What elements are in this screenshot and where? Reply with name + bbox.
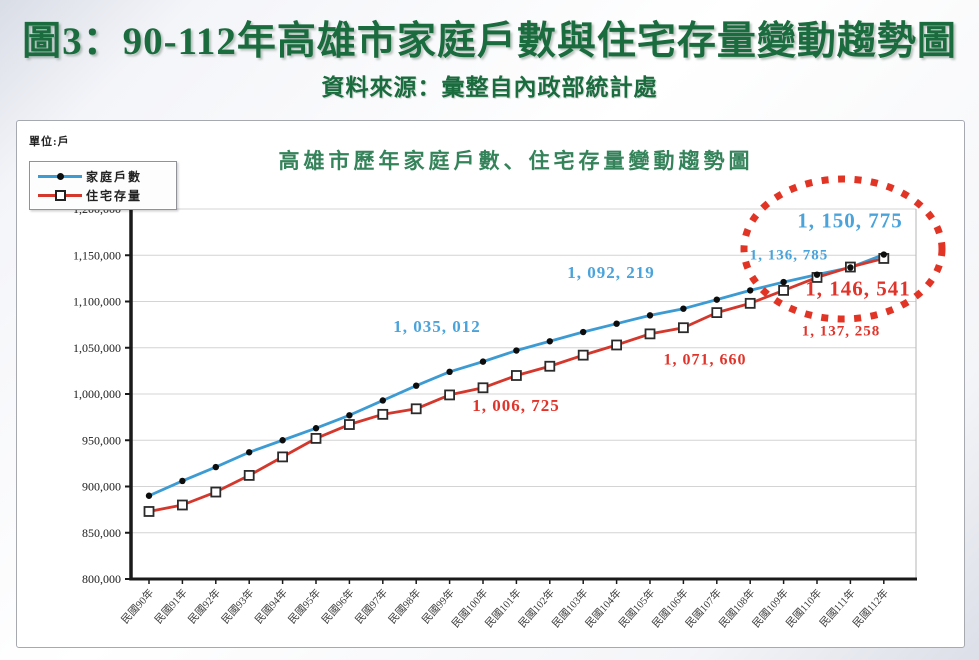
legend-label-housing: 住宅存量 <box>86 189 143 203</box>
unit-label: 單位:戶 <box>29 136 70 148</box>
data-label: 1, 071, 660 <box>664 352 747 369</box>
housing-marker <box>477 382 489 394</box>
page-title: 圖3：90-112年高雄市家庭戶數與住宅存量變動趨勢圖 <box>22 20 957 63</box>
x-axis-label: 民國94年 <box>252 586 290 626</box>
x-axis-label: 民國99年 <box>419 586 457 626</box>
households-marker <box>145 492 153 499</box>
households-marker <box>212 463 219 471</box>
housing-marker <box>277 451 289 463</box>
households-marker <box>613 320 620 327</box>
households-marker <box>346 412 353 419</box>
housing-marker <box>778 284 789 296</box>
households-marker <box>479 358 487 365</box>
households-marker <box>513 347 520 354</box>
y-axis-label: 850,000 <box>82 526 121 540</box>
housing-marker <box>444 389 456 401</box>
housing-marker <box>711 307 723 319</box>
page-subtitle: 資料來源：彙整自內政部統計處 <box>321 75 658 100</box>
x-axis-label: 民國95年 <box>285 586 323 626</box>
x-axis-label: 民國93年 <box>219 586 257 626</box>
data-label: 1, 150, 775 <box>797 208 903 232</box>
chart-panel: 800,000 850,000 900,000 950,000 1,000,000 1,0… <box>16 120 965 648</box>
x-axis-label: 民國92年 <box>185 586 223 626</box>
y-axis-label: 1,000,000 <box>73 387 121 401</box>
data-label: 1, 137, 258 <box>802 323 881 339</box>
households-marker <box>747 287 754 294</box>
data-label: 1, 146, 541 <box>805 276 911 300</box>
housing-marker <box>310 432 322 444</box>
housing-marker <box>611 339 622 351</box>
households-marker <box>847 264 854 271</box>
data-label: 1, 035, 012 <box>393 317 481 336</box>
households-marker <box>813 271 821 278</box>
housing-marker <box>143 506 155 517</box>
y-axis-label: 1,050,000 <box>73 341 121 355</box>
x-axis-label: 民國112年 <box>850 586 891 630</box>
legend-item-households: 家庭戶數 <box>36 167 170 186</box>
housing-marker <box>678 322 689 334</box>
y-axis-label: 800,000 <box>82 572 121 586</box>
housing-line-sample-icon <box>36 189 86 202</box>
housing-marker <box>744 297 756 309</box>
x-axis-label: 民國96年 <box>319 586 357 626</box>
housing-marker <box>210 486 222 498</box>
y-axis-label: 1,150,000 <box>73 248 121 262</box>
y-axis-label: 1,100,000 <box>73 295 121 309</box>
housing-marker <box>577 349 589 361</box>
x-axis-label: 民國98年 <box>386 586 424 626</box>
legend-item-housing: 住宅存量 <box>36 186 170 205</box>
households-marker <box>379 397 386 404</box>
data-label: 1, 092, 219 <box>567 263 655 282</box>
housing-marker <box>644 328 656 340</box>
series-line-housing <box>148 257 885 513</box>
households-marker <box>179 477 186 485</box>
x-axis-label: 民國97年 <box>352 586 390 626</box>
legend-label-households: 家庭戶數 <box>86 170 143 184</box>
households-marker <box>580 328 587 336</box>
housing-marker <box>243 469 255 481</box>
households-marker <box>646 312 654 319</box>
housing-marker <box>410 403 422 415</box>
data-label: 1, 006, 725 <box>472 396 560 415</box>
y-axis-label: 900,000 <box>82 480 121 494</box>
highlight-ellipse <box>740 175 946 323</box>
x-axis-label: 民國110年 <box>783 586 824 630</box>
housing-marker <box>343 419 355 430</box>
y-axis-label: 950,000 <box>82 433 121 447</box>
housing-marker <box>544 360 556 372</box>
x-axis-label: 民國90年 <box>118 586 156 626</box>
households-marker <box>246 449 253 456</box>
households-marker <box>546 338 553 345</box>
x-axis-label: 民國91年 <box>152 586 190 626</box>
households-marker <box>780 278 787 286</box>
trend-chart: 800,000 850,000 900,000 950,000 1,000,000 1,0… <box>73 175 946 630</box>
chart-title: 高雄市歷年家庭戶數、住宅存量變動趨勢圖 <box>278 149 754 173</box>
households-marker <box>880 251 887 258</box>
households-line-sample-icon <box>36 170 86 183</box>
households-marker <box>446 368 453 375</box>
households-marker <box>279 437 286 444</box>
households-marker <box>312 425 320 432</box>
households-marker <box>713 296 720 303</box>
data-label: 1, 136, 785 <box>750 247 829 263</box>
households-marker <box>680 305 687 312</box>
households-marker <box>413 382 420 389</box>
housing-marker <box>377 408 389 420</box>
housing-marker <box>510 370 522 381</box>
housing-marker <box>176 499 188 511</box>
legend: 家庭戶數 住宅存量 <box>29 161 177 210</box>
